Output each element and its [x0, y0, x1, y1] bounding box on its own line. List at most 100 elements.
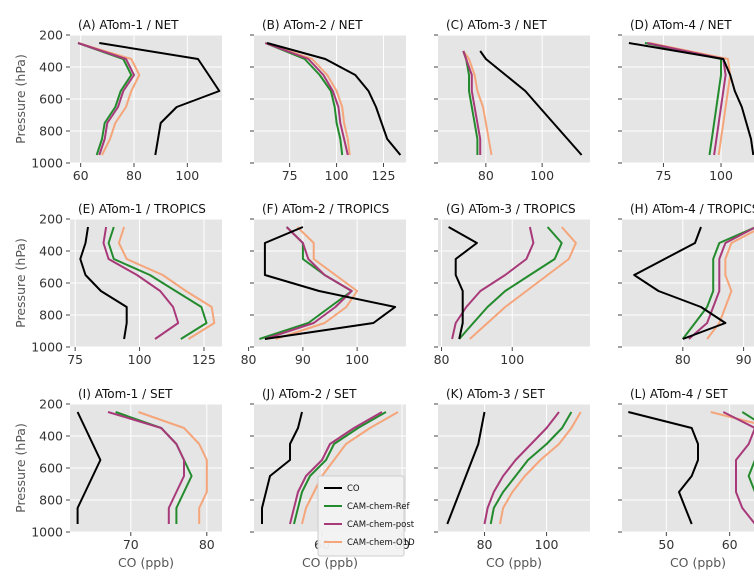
series-lines	[448, 226, 577, 340]
x-tick-label: 75	[67, 352, 83, 367]
series-line-cam-chem-post	[289, 411, 383, 525]
series-lines	[76, 411, 208, 524]
panel-title: (K) ATom-3 / SET	[446, 387, 545, 401]
y-tick-label: 600	[39, 276, 63, 291]
x-axis-label: CO (ppb)	[302, 555, 358, 570]
panels-group: 200 400 600 800 1000 60 80 100 (A) ATom-1 / NET P…	[13, 18, 754, 570]
x-tick-label: 60	[73, 168, 89, 183]
series-line-cam-chem-ref	[489, 411, 573, 525]
series-line-co	[99, 42, 221, 156]
y-tick-label: 800	[39, 493, 63, 508]
series-line-co	[263, 226, 397, 340]
panel-c: 80 100 (C) ATom-3 / NET	[434, 18, 590, 183]
x-tick-label: 80	[241, 352, 257, 367]
y-tick-label: 400	[39, 244, 63, 259]
y-tick-label: 1000	[31, 525, 63, 540]
panel-title: (J) ATom-2 / SET	[262, 387, 357, 401]
series-line-cam-chem-ref	[77, 42, 133, 156]
x-tick-label: 90	[736, 352, 752, 367]
gridlines	[438, 35, 590, 163]
panel-a: 200 400 600 800 1000 60 80 100 (A) ATom-1 / NET P…	[13, 18, 222, 183]
y-tick-label: 400	[39, 60, 63, 75]
series-lines	[628, 42, 754, 156]
panel-h: 80 90 (H) ATom-4 / TROPICS	[618, 202, 754, 367]
x-axis-label: CO (ppb)	[118, 555, 174, 570]
y-tick-label: 200	[39, 397, 63, 412]
series-line-co	[76, 411, 102, 524]
series-lines	[259, 226, 397, 340]
panel-i: 200 400 600 800 1000 70 80 (I) ATom-1 / SET Pres…	[13, 387, 222, 570]
series-line-co	[628, 42, 754, 156]
series-line-cam-chem-post	[462, 50, 482, 155]
series-line-cam-chem-ref	[682, 226, 754, 340]
panel-e: 200 400 600 800 1000 75 100 125 (E) ATom-1 / TRO…	[13, 202, 222, 367]
x-axis-label: CO (ppb)	[486, 555, 542, 570]
series-line-cam-chem-post	[483, 411, 560, 525]
x-tick-label: 60	[722, 537, 738, 552]
series-line-co	[446, 411, 486, 525]
series-line-co	[628, 411, 699, 525]
y-axis-label: Pressure (hPa)	[13, 238, 28, 328]
panel-title: (C) ATom-3 / NET	[446, 18, 547, 32]
x-tick-label: 125	[192, 352, 216, 367]
panel-title: (E) ATom-1 / TROPICS	[78, 202, 206, 216]
series-line-cam-chem-ref	[264, 42, 344, 156]
panel-title: (F) ATom-2 / TROPICS	[262, 202, 389, 216]
panel-d: 75 100 (D) ATom-4 / NET	[618, 18, 754, 183]
x-tick-label: 75	[282, 168, 298, 183]
x-axis-label: CO (ppb)	[670, 555, 726, 570]
legend-label: CAM-chem-O1D	[347, 538, 415, 548]
y-tick-label: 400	[39, 429, 63, 444]
y-tick-label: 600	[39, 461, 63, 476]
panel-k: 80 100 (K) ATom-3 / SET CO (ppb)	[434, 387, 590, 570]
series-line-cam-chem-ref	[741, 411, 754, 493]
series-line-cam-chem-post	[688, 226, 754, 340]
x-tick-label: 100	[128, 352, 152, 367]
legend-label: CAM-chem-Ref	[347, 502, 411, 512]
series-line-co	[266, 42, 402, 156]
x-tick-label: 100	[175, 168, 199, 183]
x-tick-label: 80	[434, 352, 450, 367]
series-line-cam-chem-o1d	[264, 42, 351, 156]
panel-title: (D) ATom-4 / NET	[630, 18, 732, 32]
series-line-cam-chem-post	[102, 226, 180, 340]
series-lines	[633, 226, 754, 340]
series-lines	[264, 42, 402, 156]
x-tick-label: 80	[126, 168, 142, 183]
series-line-cam-chem-ref	[107, 226, 208, 340]
x-tick-label: 50	[658, 537, 674, 552]
series-line-co	[633, 226, 727, 340]
y-tick-label: 1000	[31, 340, 63, 355]
panel-g: 80 100 (G) ATom-3 / TROPICS	[434, 202, 590, 367]
x-tick-label: 100	[325, 168, 349, 183]
series-line-cam-chem-ref	[458, 226, 563, 340]
series-lines	[261, 411, 399, 525]
panel-f: 80 90 100 (F) ATom-2 / TROPICS	[241, 202, 406, 367]
y-tick-label: 1000	[31, 156, 63, 171]
legend-box	[317, 475, 405, 557]
x-tick-label: 100	[500, 352, 524, 367]
y-tick-label: 600	[39, 92, 63, 107]
gridlines	[438, 219, 590, 347]
y-tick-label: 200	[39, 212, 63, 227]
series-line-cam-chem-post	[264, 42, 349, 156]
series-line-co	[479, 50, 583, 156]
series-lines	[446, 411, 582, 525]
series-lines	[462, 50, 583, 156]
x-tick-label: 100	[709, 168, 733, 183]
series-line-cam-chem-post	[107, 411, 185, 524]
panel-title: (I) ATom-1 / SET	[78, 387, 173, 401]
panel-title: (B) ATom-2 / NET	[262, 18, 363, 32]
x-tick-label: 80	[675, 352, 691, 367]
gridlines	[70, 219, 222, 347]
legend-label: CO	[347, 484, 360, 494]
x-tick-label: 80	[478, 168, 494, 183]
series-line-cam-chem-o1d	[462, 50, 493, 156]
series-line-cam-chem-o1d	[469, 226, 577, 340]
series-lines	[79, 226, 216, 340]
series-lines	[77, 42, 221, 156]
y-axis-label: Pressure (hPa)	[13, 423, 28, 513]
x-tick-label: 125	[372, 168, 396, 183]
series-line-cam-chem-ref	[644, 42, 722, 156]
